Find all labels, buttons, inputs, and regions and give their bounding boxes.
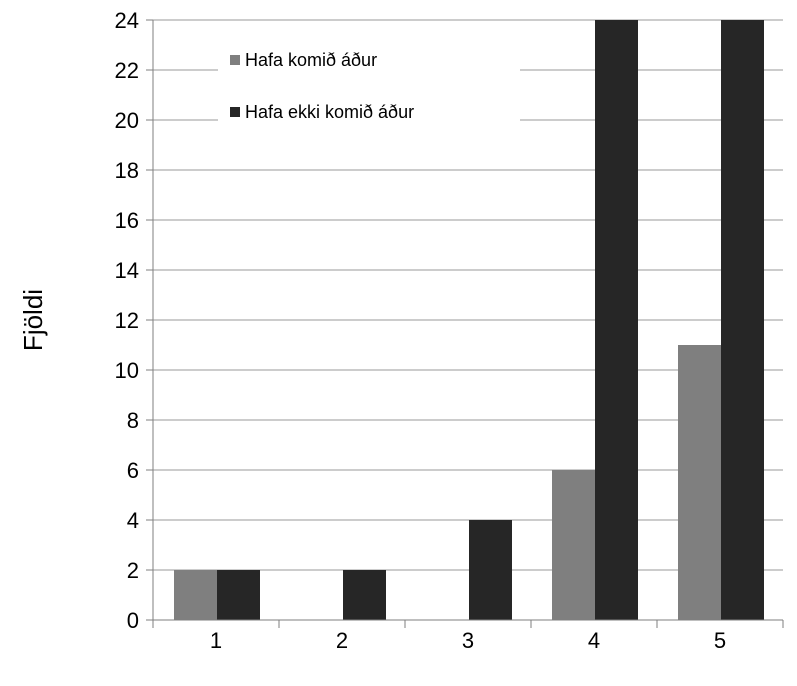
bar-series2-cat-5 xyxy=(721,20,764,620)
bar-series2-cat-3 xyxy=(469,520,512,620)
legend-swatch-hafa-komid-adur xyxy=(230,55,240,65)
axes xyxy=(146,19,784,628)
bar-series1-cat-1 xyxy=(174,570,217,620)
y-tick-label-16: 16 xyxy=(115,208,139,233)
legend-swatch-hafa-ekki-komid-adur xyxy=(230,107,240,117)
y-tick-label-4: 4 xyxy=(127,508,139,533)
y-tick-label-6: 6 xyxy=(127,458,139,483)
x-tick-label-4: 4 xyxy=(588,628,600,653)
legend: Hafa komið áður Hafa ekki komið áður xyxy=(218,40,520,140)
y-tick-label-24: 24 xyxy=(115,8,139,33)
bar-series1-cat-4 xyxy=(552,470,595,620)
legend-label-hafa-komid-adur: Hafa komið áður xyxy=(245,50,377,70)
bars xyxy=(174,20,764,620)
y-tick-label-22: 22 xyxy=(115,58,139,83)
y-tick-label-18: 18 xyxy=(115,158,139,183)
x-tick-label-5: 5 xyxy=(714,628,726,653)
y-axis-label: Fjöldi xyxy=(18,289,48,351)
x-tick-label-3: 3 xyxy=(462,628,474,653)
y-tick-label-10: 10 xyxy=(115,358,139,383)
bar-series1-cat-5 xyxy=(678,345,721,620)
x-tick-labels: 1 2 3 4 5 xyxy=(210,628,726,653)
bar-series2-cat-4 xyxy=(595,20,638,620)
y-tick-label-20: 20 xyxy=(115,108,139,133)
x-tick-label-1: 1 xyxy=(210,628,222,653)
bar-series2-cat-1 xyxy=(217,570,260,620)
y-tick-label-8: 8 xyxy=(127,408,139,433)
y-tick-label-12: 12 xyxy=(115,308,139,333)
x-tick-label-2: 2 xyxy=(336,628,348,653)
y-tick-label-14: 14 xyxy=(115,258,139,283)
legend-background xyxy=(218,40,520,140)
legend-label-hafa-ekki-komid-adur: Hafa ekki komið áður xyxy=(245,102,414,122)
y-tick-label-0: 0 xyxy=(127,608,139,633)
bar-series2-cat-2 xyxy=(343,570,386,620)
y-tick-label-2: 2 xyxy=(127,558,139,583)
